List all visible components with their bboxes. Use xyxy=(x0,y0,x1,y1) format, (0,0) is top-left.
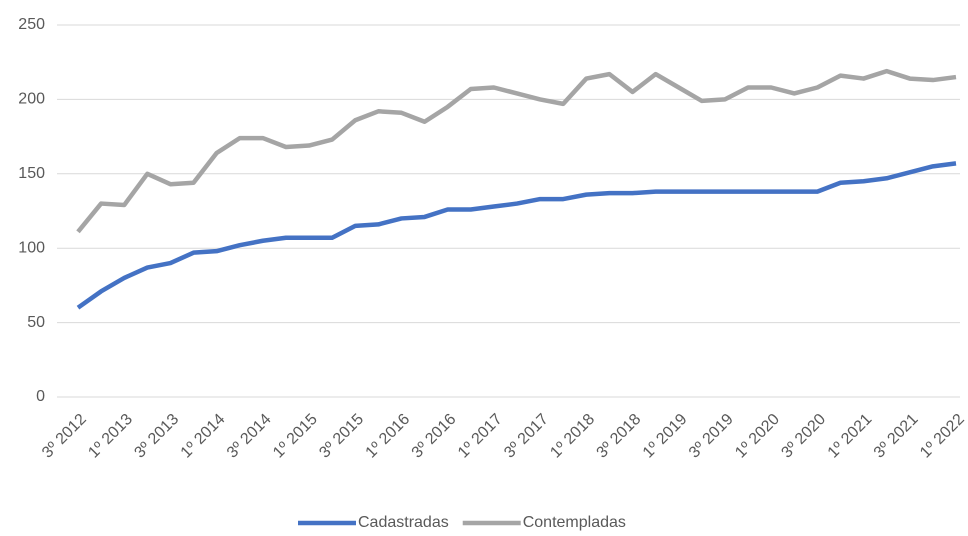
x-tick-label: 1º 2017 xyxy=(455,411,506,462)
y-tick-label: 250 xyxy=(18,16,45,33)
x-tick-label: 1º 2013 xyxy=(85,411,136,462)
x-tick-label: 1º 2018 xyxy=(547,411,598,462)
x-tick-label: 3º 2017 xyxy=(501,411,552,462)
x-tick-label: 3º 2020 xyxy=(778,411,829,462)
x-tick-label: 1º 2015 xyxy=(270,411,321,462)
y-tick-label: 0 xyxy=(36,388,45,405)
x-tick-label: 3º 2015 xyxy=(316,411,367,462)
x-tick-label: 1º 2022 xyxy=(917,411,968,462)
x-tick-label: 3º 2021 xyxy=(871,411,922,462)
y-tick-label: 150 xyxy=(18,165,45,182)
x-tick-label: 1º 2016 xyxy=(363,411,414,462)
x-tick-label: 3º 2014 xyxy=(224,411,275,462)
x-tick-label: 3º 2013 xyxy=(131,411,182,462)
x-tick-label: 3º 2016 xyxy=(409,411,460,462)
x-tick-label: 3º 2018 xyxy=(594,411,645,462)
x-tick-label: 3º 2019 xyxy=(686,411,737,462)
series-line xyxy=(76,161,957,310)
legend-label: Cadastradas xyxy=(358,514,449,531)
y-tick-label: 200 xyxy=(18,91,45,108)
x-tick-label: 1º 2020 xyxy=(732,411,783,462)
y-tick-label: 100 xyxy=(18,239,45,256)
x-tick-label: 1º 2021 xyxy=(825,411,876,462)
x-tick-label: 3º 2012 xyxy=(39,411,90,462)
series-line xyxy=(76,68,957,234)
y-tick-label: 50 xyxy=(27,314,45,331)
legend-label: Contempladas xyxy=(523,514,626,531)
x-tick-label: 1º 2019 xyxy=(640,411,691,462)
x-tick-label: 1º 2014 xyxy=(178,411,229,462)
